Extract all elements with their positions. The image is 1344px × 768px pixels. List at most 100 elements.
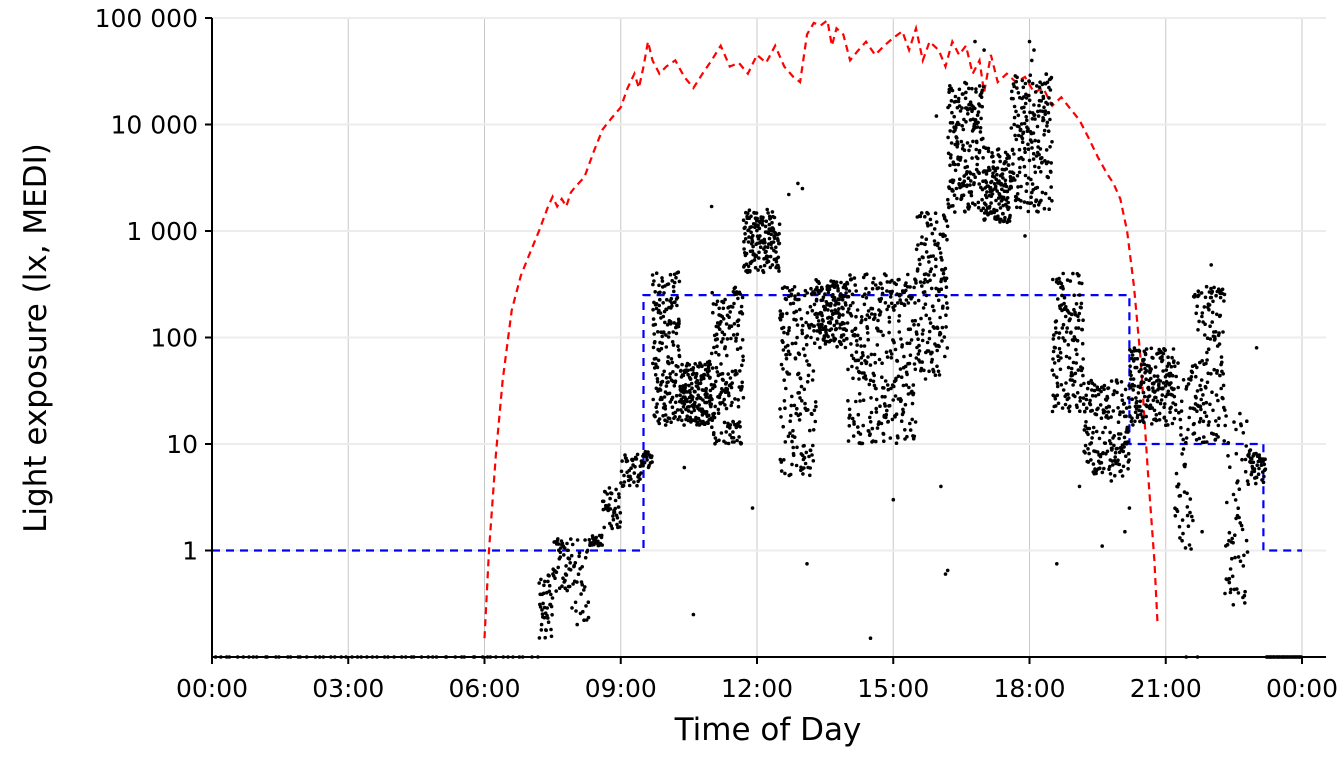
- grid: [211, 17, 1326, 657]
- data-point: [1018, 205, 1023, 210]
- data-point: [696, 393, 700, 398]
- data-point: [693, 400, 697, 405]
- data-point: [1068, 404, 1072, 409]
- data-point: [962, 117, 966, 122]
- data-point: [956, 162, 961, 167]
- data-point: [748, 269, 752, 273]
- data-point: [1030, 146, 1034, 150]
- data-point: [727, 315, 731, 320]
- data-point: [1200, 314, 1204, 319]
- data-point: [913, 318, 917, 323]
- data-point: [887, 330, 891, 335]
- data-point: [997, 154, 1002, 159]
- data-point: [927, 336, 932, 341]
- data-point: [1091, 425, 1096, 430]
- data-point: [1210, 320, 1214, 324]
- data-point: [576, 572, 581, 576]
- data-point: [908, 353, 913, 358]
- data-point: [736, 296, 740, 301]
- data-point: [633, 465, 637, 469]
- data-point: [1236, 479, 1240, 483]
- data-point: [904, 383, 909, 387]
- data-point: [1158, 379, 1163, 383]
- data-point: [823, 292, 827, 296]
- data-point: [969, 193, 974, 198]
- data-point: [664, 307, 669, 312]
- data-point: [723, 297, 727, 302]
- data-point: [734, 336, 738, 341]
- data-point: [1091, 430, 1095, 435]
- data-point: [886, 387, 891, 392]
- data-point: [794, 318, 798, 322]
- data-point: [1030, 190, 1034, 195]
- data-point: [714, 379, 718, 384]
- data-point: [1176, 361, 1180, 365]
- data-point: [549, 634, 554, 639]
- data-point: [877, 357, 882, 362]
- data-point: [1165, 392, 1170, 397]
- data-point: [1101, 430, 1105, 435]
- data-point: [653, 373, 658, 377]
- data-point: [901, 383, 906, 388]
- data-point: [1049, 102, 1054, 106]
- data-point: [714, 302, 718, 307]
- data-point: [1052, 333, 1056, 337]
- data-point: [665, 419, 669, 424]
- data-point: [540, 612, 545, 616]
- data-point: [629, 477, 633, 481]
- data-point: [1172, 416, 1177, 421]
- data-point: [1181, 378, 1186, 382]
- data-point: [1047, 207, 1051, 211]
- data-point: [1056, 358, 1061, 363]
- data-point: [1222, 299, 1226, 303]
- data-point: [753, 265, 758, 270]
- data-point: [794, 463, 799, 468]
- data-point: [692, 408, 697, 413]
- data-point: [1244, 538, 1249, 543]
- x-tick-label: 12:00: [721, 674, 793, 703]
- data-point: [1204, 414, 1209, 419]
- data-point: [981, 85, 986, 89]
- data-point: [1121, 464, 1126, 469]
- data-point: [1050, 140, 1054, 144]
- data-point: [687, 363, 692, 367]
- data-point: [1184, 436, 1189, 440]
- data-point: [738, 424, 742, 429]
- data-point: [1150, 422, 1154, 426]
- data-point: [1238, 411, 1242, 416]
- data-point: [1212, 285, 1216, 290]
- data-point: [864, 286, 868, 291]
- x-tick-label: 09:00: [585, 674, 657, 703]
- data-point: [1099, 460, 1104, 465]
- data-point: [722, 420, 727, 425]
- data-point: [680, 418, 684, 423]
- data-point: [1074, 347, 1078, 352]
- data-point: [958, 155, 963, 160]
- data-point: [756, 268, 760, 272]
- data-point: [872, 373, 876, 378]
- data-point: [788, 419, 792, 424]
- data-point: [907, 341, 912, 346]
- data-point: [906, 301, 911, 305]
- data-point: [1059, 281, 1064, 286]
- data-point: [1128, 364, 1132, 369]
- data-point: [1011, 96, 1015, 101]
- data-point: [957, 104, 962, 108]
- data-point: [977, 182, 981, 186]
- data-point: [817, 291, 821, 296]
- data-point: [1042, 128, 1047, 133]
- data-point: [790, 462, 794, 467]
- data-point: [749, 225, 754, 229]
- data-point: [1245, 479, 1250, 483]
- data-point: [1023, 234, 1027, 238]
- data-point: [1236, 591, 1241, 595]
- data-point: [980, 88, 985, 93]
- data-point: [884, 273, 888, 278]
- data-point: [1021, 130, 1026, 135]
- data-point: [854, 399, 858, 404]
- data-point: [1124, 406, 1129, 410]
- data-point: [577, 554, 581, 559]
- data-point: [1029, 177, 1033, 182]
- data-point: [663, 404, 667, 408]
